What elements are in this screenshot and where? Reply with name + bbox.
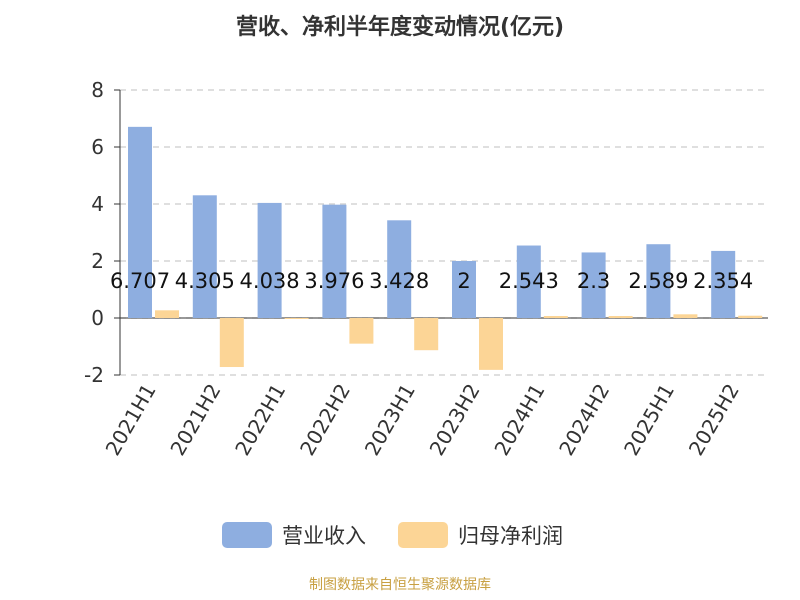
bars <box>128 126 763 370</box>
y-tick-label: 4 <box>91 192 104 216</box>
bar-revenue <box>257 202 282 318</box>
bar-revenue <box>711 250 736 318</box>
data-label-revenue: 3.428 <box>369 269 429 293</box>
x-tick-label: 2023H1 <box>360 380 420 460</box>
bar-net-profit <box>414 318 439 351</box>
bar-revenue <box>192 195 217 318</box>
data-label-revenue: 2.354 <box>693 269 753 293</box>
legend-swatch <box>222 522 272 548</box>
bar-net-profit <box>155 310 179 318</box>
y-tick-label: 8 <box>91 78 104 102</box>
x-tick-label: 2022H1 <box>230 380 290 460</box>
x-tick-label: 2021H1 <box>101 380 161 460</box>
x-tick-label: 2024H2 <box>554 380 614 460</box>
grid-lines <box>120 89 768 376</box>
x-tick-label: 2024H1 <box>489 380 549 460</box>
data-label-revenue: 3.976 <box>304 269 364 293</box>
y-tick-label: 6 <box>91 135 104 159</box>
bar-revenue <box>452 261 476 318</box>
bar-net-profit <box>349 318 374 344</box>
bar-net-profit <box>543 316 568 318</box>
data-labels: 6.707 4.305 4.038 3.976 3.428 2 2.543 2.3 2.589 2… <box>110 269 753 293</box>
legend-item-net-profit: 归母净利润 <box>458 524 563 548</box>
data-label-revenue: 2.589 <box>628 269 688 293</box>
data-label-revenue: 2.543 <box>499 269 559 293</box>
x-tick-label: 2025H1 <box>619 380 679 460</box>
bar-revenue <box>387 220 412 318</box>
chart-title: 营收、净利半年度变动情况(亿元) <box>236 14 564 40</box>
x-tick-label: 2022H2 <box>295 380 355 460</box>
data-label-revenue: 2.3 <box>577 269 610 293</box>
bar-net-profit <box>284 318 309 319</box>
bar-net-profit <box>219 318 244 368</box>
legend-swatch <box>398 522 448 548</box>
x-tick-label: 2025H2 <box>684 380 744 460</box>
bar-net-profit <box>608 316 633 318</box>
bar-revenue <box>646 244 671 318</box>
x-tick-label: 2021H2 <box>165 380 225 460</box>
bar-net-profit <box>673 314 698 318</box>
source-note: 制图数据来自恒生聚源数据库 <box>309 577 491 593</box>
legend-item-revenue: 营业收入 <box>282 524 366 548</box>
y-tick-label: 2 <box>91 249 104 273</box>
bar-revenue <box>322 204 347 318</box>
bar-net-profit <box>479 318 503 370</box>
bar-net-profit <box>738 315 763 318</box>
data-label-revenue: 4.038 <box>240 269 300 293</box>
data-label-revenue: 6.707 <box>110 269 170 293</box>
bar-revenue <box>516 245 541 318</box>
y-tick-label: -2 <box>84 363 104 387</box>
bar-revenue <box>581 252 606 318</box>
x-tick-label: 2023H2 <box>425 380 485 460</box>
data-label-revenue: 2 <box>457 269 470 293</box>
y-tick-label: 0 <box>91 306 104 330</box>
legend: 营业收入 归母净利润 <box>222 522 563 548</box>
data-label-revenue: 4.305 <box>175 269 235 293</box>
bar-revenue <box>128 126 152 319</box>
